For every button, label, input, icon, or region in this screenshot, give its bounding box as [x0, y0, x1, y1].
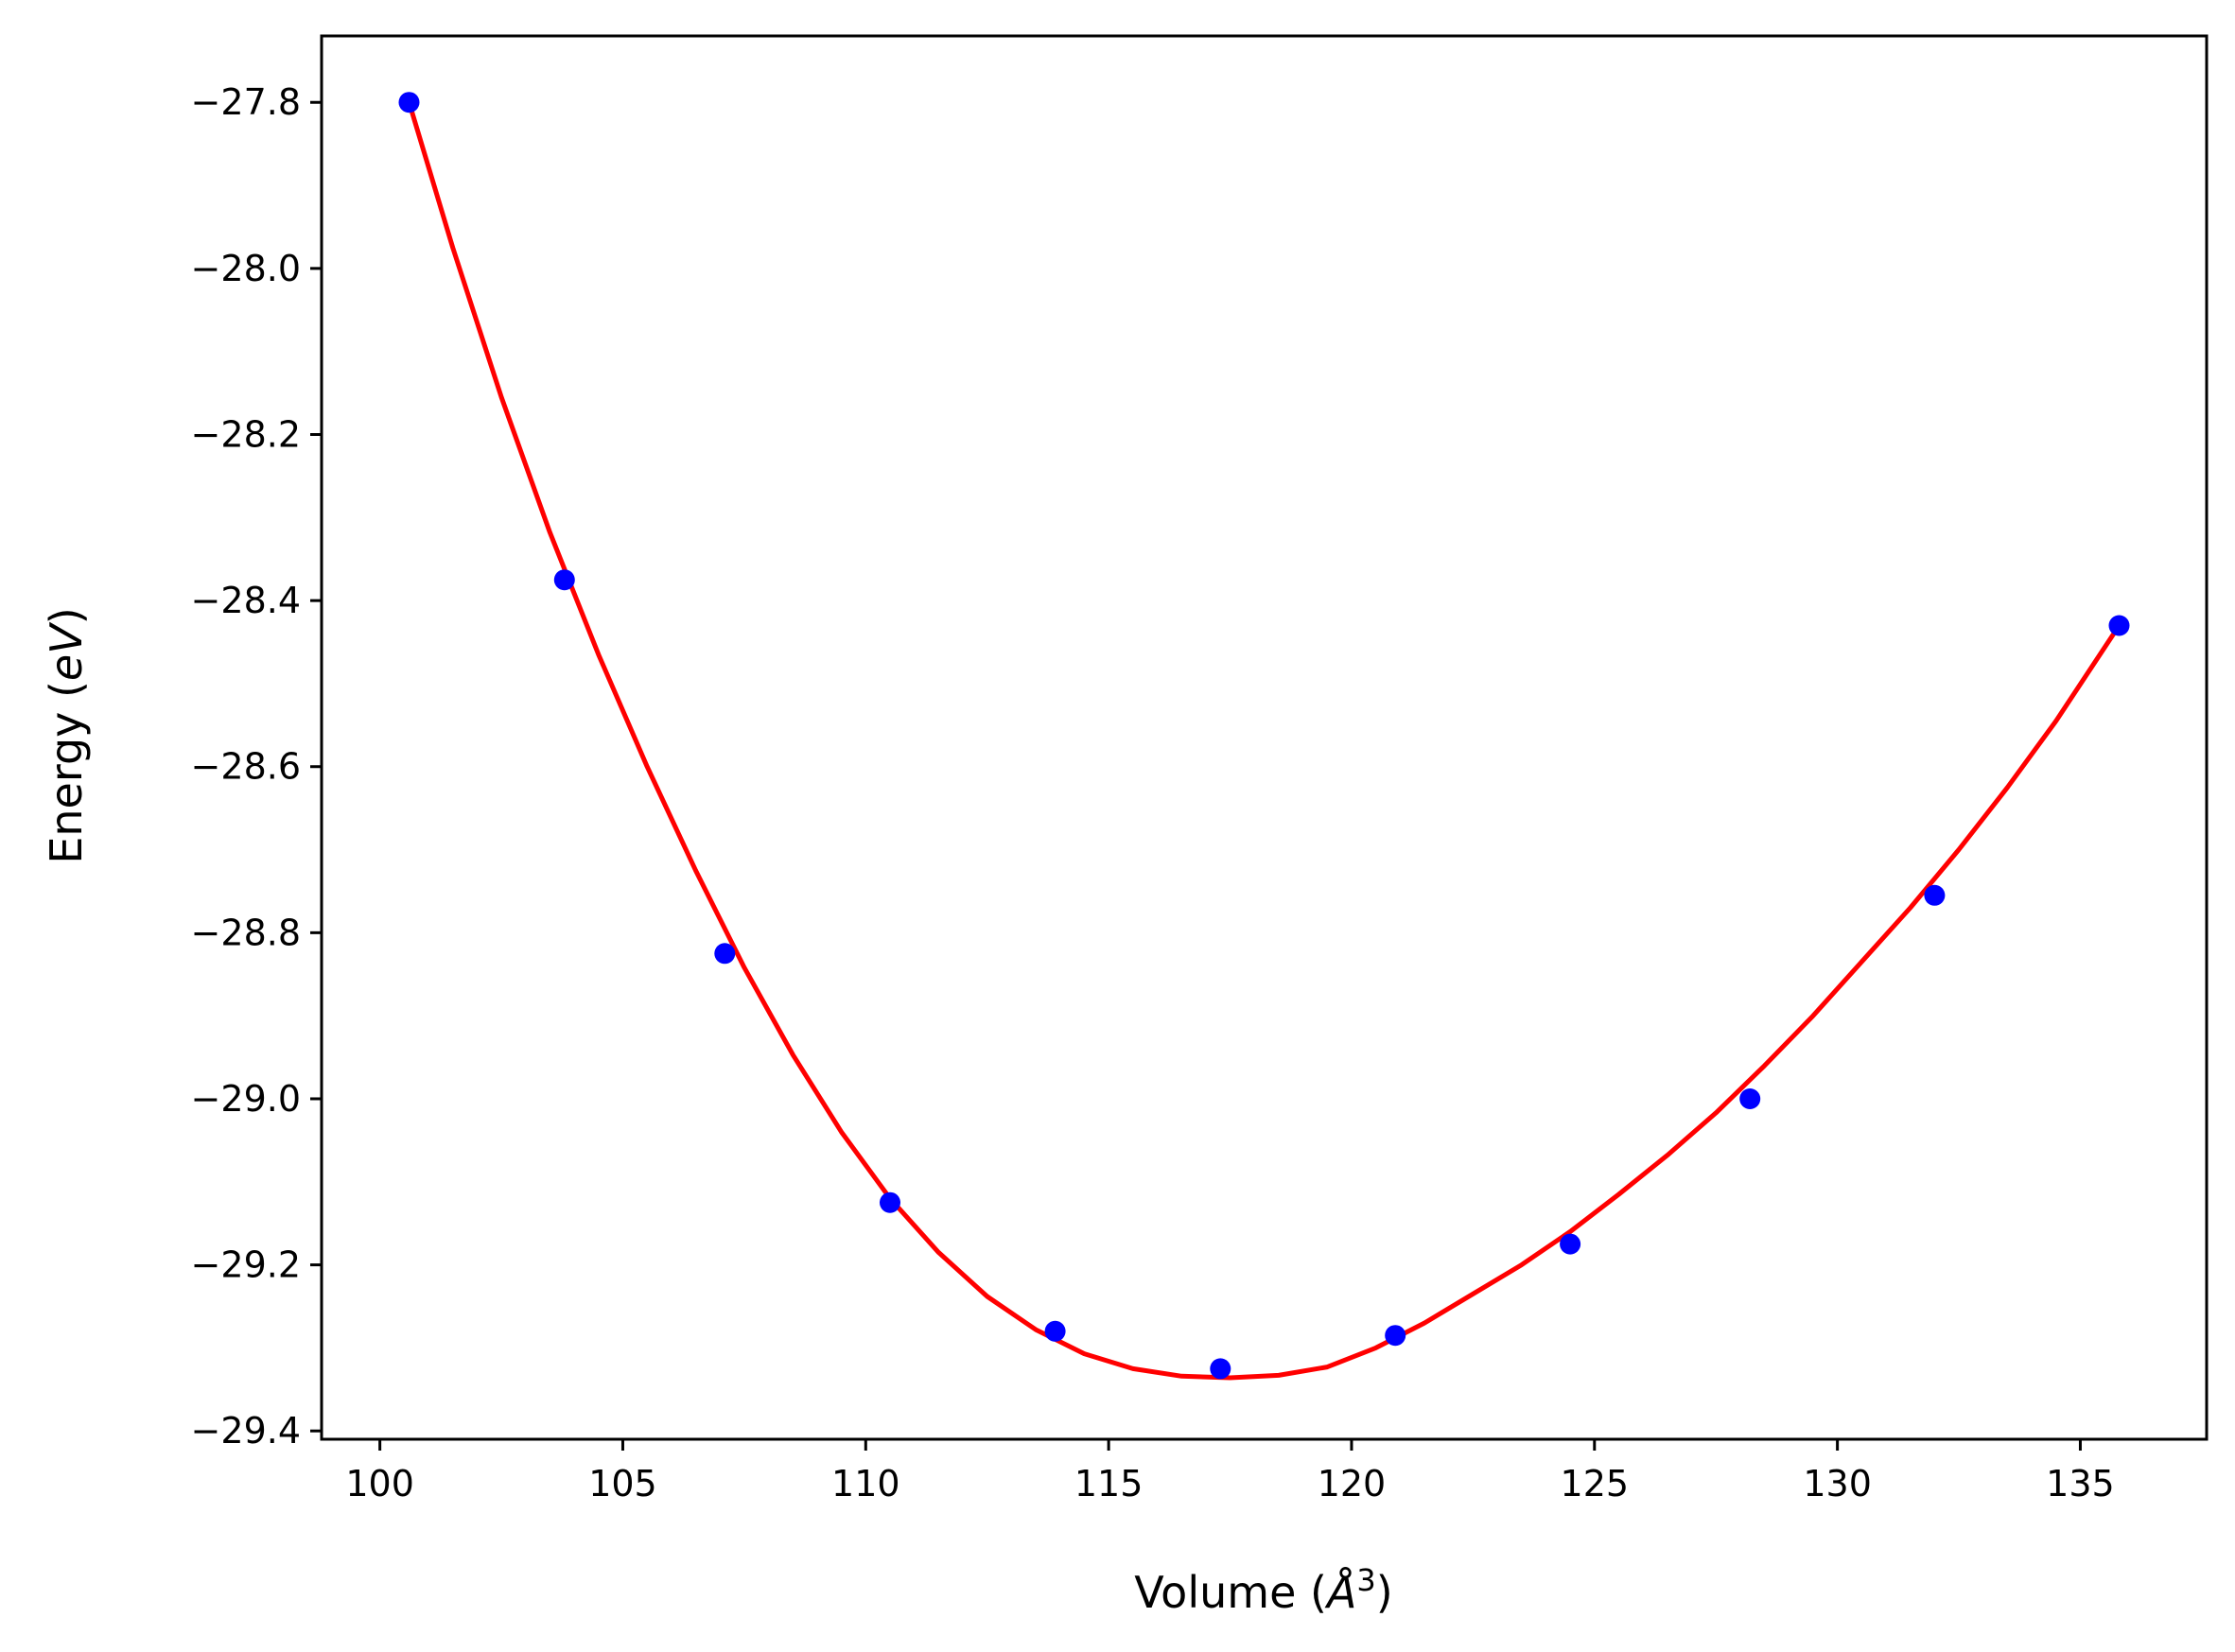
x-tick-label: 130 — [1803, 1463, 1872, 1504]
y-axis-title-suffix: ) — [41, 607, 92, 624]
data-point — [2108, 615, 2130, 636]
data-point — [1044, 1320, 1066, 1342]
x-tick-label: 135 — [2046, 1463, 2115, 1504]
x-tick-label: 125 — [1561, 1463, 1630, 1504]
x-axis: 100 105 110 115 120 125 130 135 — [345, 1439, 2115, 1504]
x-axis-title: Volume (Å3) — [1134, 1562, 1392, 1618]
x-axis-title-prefix: Volume ( — [1134, 1567, 1327, 1618]
y-axis-title-unit: eV — [41, 621, 92, 681]
data-point — [1385, 1325, 1406, 1347]
fit-curve — [407, 99, 2122, 1381]
x-axis-title-exponent: 3 — [1356, 1562, 1375, 1598]
data-point — [1924, 884, 1946, 906]
data-point — [1210, 1358, 1231, 1380]
y-tick-label: −29.4 — [191, 1410, 301, 1452]
y-tick-label: −28.6 — [191, 746, 301, 788]
y-tick-label: −29.0 — [191, 1078, 301, 1120]
data-point — [1560, 1233, 1581, 1255]
data-point — [1739, 1088, 1761, 1109]
y-tick-label: −28.4 — [191, 580, 301, 621]
y-tick-label: −29.2 — [191, 1244, 301, 1286]
x-tick-label: 110 — [831, 1463, 900, 1504]
plot-area — [398, 92, 2130, 1381]
y-axis: −27.8 −28.0 −28.2 −28.4 −28.6 −28.8 −29.0 −29.2… — [191, 81, 322, 1452]
x-tick-label: 115 — [1074, 1463, 1144, 1504]
y-tick-label: −28.8 — [191, 912, 301, 953]
y-tick-label: −28.2 — [191, 413, 301, 455]
x-tick-label: 120 — [1318, 1463, 1387, 1504]
x-axis-title-symbol: Å — [1324, 1567, 1356, 1618]
y-axis-title: Energy (eV) — [41, 607, 92, 863]
plot-frame — [320, 34, 2209, 1441]
data-point — [880, 1191, 900, 1213]
y-tick-label: −27.8 — [191, 81, 301, 123]
y-axis-title-prefix: Energy ( — [41, 681, 92, 864]
data-point — [398, 92, 420, 113]
x-tick-label: 105 — [588, 1463, 657, 1504]
data-point — [714, 943, 736, 965]
x-axis-title-suffix: ) — [1376, 1567, 1393, 1618]
x-tick-label: 100 — [345, 1463, 414, 1504]
y-tick-label: −28.0 — [191, 248, 301, 289]
data-point — [553, 569, 575, 591]
